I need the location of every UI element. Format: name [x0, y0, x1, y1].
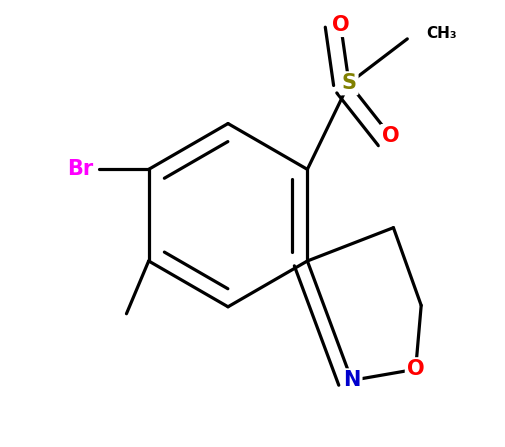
Text: O: O	[381, 126, 398, 146]
Text: N: N	[342, 371, 360, 390]
Text: O: O	[406, 359, 424, 379]
Text: O: O	[331, 15, 349, 35]
Text: CH₃: CH₃	[426, 26, 457, 41]
Text: S: S	[341, 73, 356, 93]
Text: Br: Br	[67, 160, 93, 179]
